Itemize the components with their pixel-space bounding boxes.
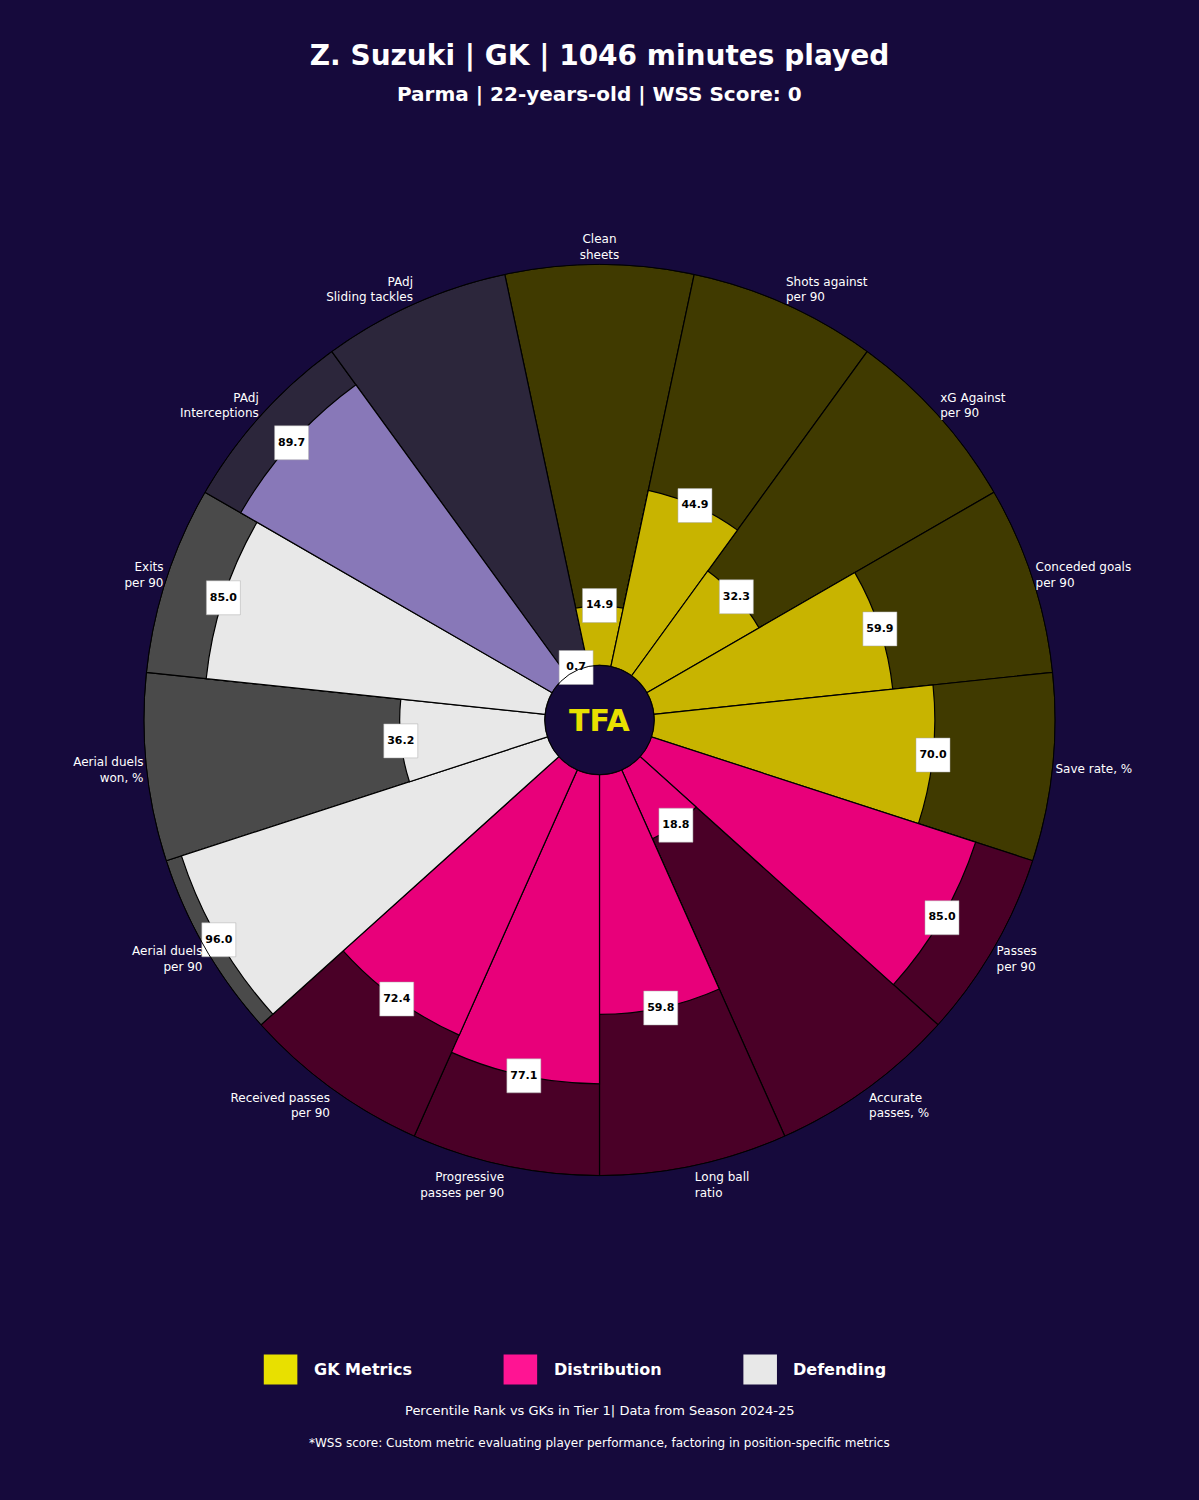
- svg-text:85.0: 85.0: [928, 910, 955, 923]
- svg-text:TFA: TFA: [569, 703, 631, 738]
- svg-text:72.4: 72.4: [383, 992, 410, 1005]
- svg-text:Z. Suzuki | GK | 1046 minutes: Z. Suzuki | GK | 1046 minutes played: [310, 39, 889, 72]
- svg-text:Aerial duelswon, %: Aerial duelswon, %: [73, 755, 143, 785]
- svg-text:Long ballratio: Long ballratio: [695, 1170, 750, 1200]
- svg-text:Accuratepasses, %: Accuratepasses, %: [869, 1091, 929, 1121]
- svg-text:32.3: 32.3: [723, 590, 750, 603]
- svg-text:Aerial duelsper 90: Aerial duelsper 90: [132, 944, 202, 974]
- svg-text:Shots againstper 90: Shots againstper 90: [786, 275, 868, 305]
- svg-text:14.9: 14.9: [586, 598, 613, 611]
- svg-text:0.7: 0.7: [566, 660, 586, 673]
- svg-text:Defending: Defending: [793, 1360, 886, 1379]
- svg-text:Save rate, %: Save rate, %: [1056, 762, 1133, 776]
- svg-text:44.9: 44.9: [681, 498, 708, 511]
- svg-text:*WSS score: Custom metric eval: *WSS score: Custom metric evaluating pla…: [309, 1436, 890, 1450]
- svg-text:59.9: 59.9: [866, 622, 893, 635]
- svg-text:70.0: 70.0: [919, 748, 946, 761]
- svg-text:36.2: 36.2: [387, 734, 414, 747]
- svg-text:Received passesper 90: Received passesper 90: [230, 1091, 330, 1121]
- svg-text:Exitsper 90: Exitsper 90: [124, 560, 163, 590]
- svg-text:96.0: 96.0: [205, 933, 232, 946]
- svg-text:77.1: 77.1: [510, 1069, 537, 1082]
- svg-text:PAdjSliding tackles: PAdjSliding tackles: [326, 275, 413, 305]
- svg-text:Parma | 22-years-old | WSS Sco: Parma | 22-years-old | WSS Score: 0: [397, 82, 802, 106]
- svg-text:18.8: 18.8: [662, 818, 689, 831]
- svg-text:xG Againstper 90: xG Againstper 90: [940, 391, 1006, 421]
- svg-text:PAdjInterceptions: PAdjInterceptions: [180, 391, 259, 421]
- svg-text:GK Metrics: GK Metrics: [314, 1360, 412, 1379]
- svg-text:Percentile Rank vs GKs in Tier: Percentile Rank vs GKs in Tier 1| Data f…: [405, 1403, 795, 1418]
- svg-text:85.0: 85.0: [210, 591, 237, 604]
- svg-text:Passesper 90: Passesper 90: [997, 944, 1037, 974]
- svg-text:59.8: 59.8: [647, 1001, 674, 1014]
- svg-text:Distribution: Distribution: [554, 1360, 662, 1379]
- svg-text:Progressivepasses per 90: Progressivepasses per 90: [420, 1170, 504, 1200]
- svg-text:89.7: 89.7: [278, 436, 305, 449]
- svg-text:Conceded goalsper 90: Conceded goalsper 90: [1036, 560, 1132, 590]
- svg-text:Cleansheets: Cleansheets: [580, 232, 620, 262]
